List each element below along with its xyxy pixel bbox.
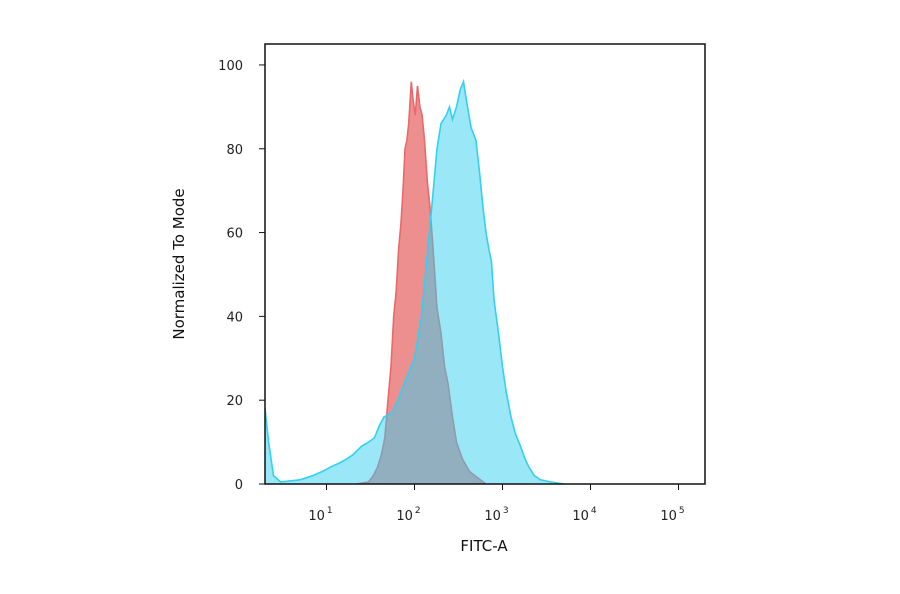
y-axis-ticks: 0 20 40 60 80 100 [218,59,265,493]
plot-area [264,78,565,485]
x-tick-label-1: 10 1 [308,506,332,524]
x-tick-exponent: 4 [591,506,597,516]
y-tick-label-2: 20 [226,394,243,409]
x-tick-base: 10 [572,509,589,524]
histogram-area-series-1 [356,81,486,484]
y-axis-title: Normalized To Mode [170,188,188,339]
histogram-area-series-2 [265,81,564,484]
x-tick-exponent: 2 [415,506,421,516]
x-tick-exponent: 5 [679,506,685,516]
x-tick-label-2: 10 2 [396,506,420,524]
x-tick-base: 10 [308,509,325,524]
histogram-line-series-2 [264,78,565,485]
x-tick-label-4: 10 4 [572,506,597,524]
plot-frame [264,43,706,485]
x-tick-base: 10 [396,509,413,524]
x-tick-base: 10 [660,509,677,524]
y-tick-label-6: 100 [218,59,243,74]
x-axis-title: FITC-A [460,537,508,555]
y-tick-label-3: 40 [226,310,243,325]
y-tick-label-1: 0 [235,478,243,493]
y-tick-label-5: 80 [226,143,243,158]
x-axis-ticks: 10 1 10 2 10 3 10 4 10 5 [308,484,685,524]
x-tick-label-5: 10 5 [660,506,684,524]
x-tick-base: 10 [484,509,501,524]
y-tick-label-4: 60 [226,227,243,242]
x-tick-exponent: 1 [327,506,333,516]
x-tick-exponent: 3 [503,506,509,516]
x-tick-label-3: 10 3 [484,506,508,524]
